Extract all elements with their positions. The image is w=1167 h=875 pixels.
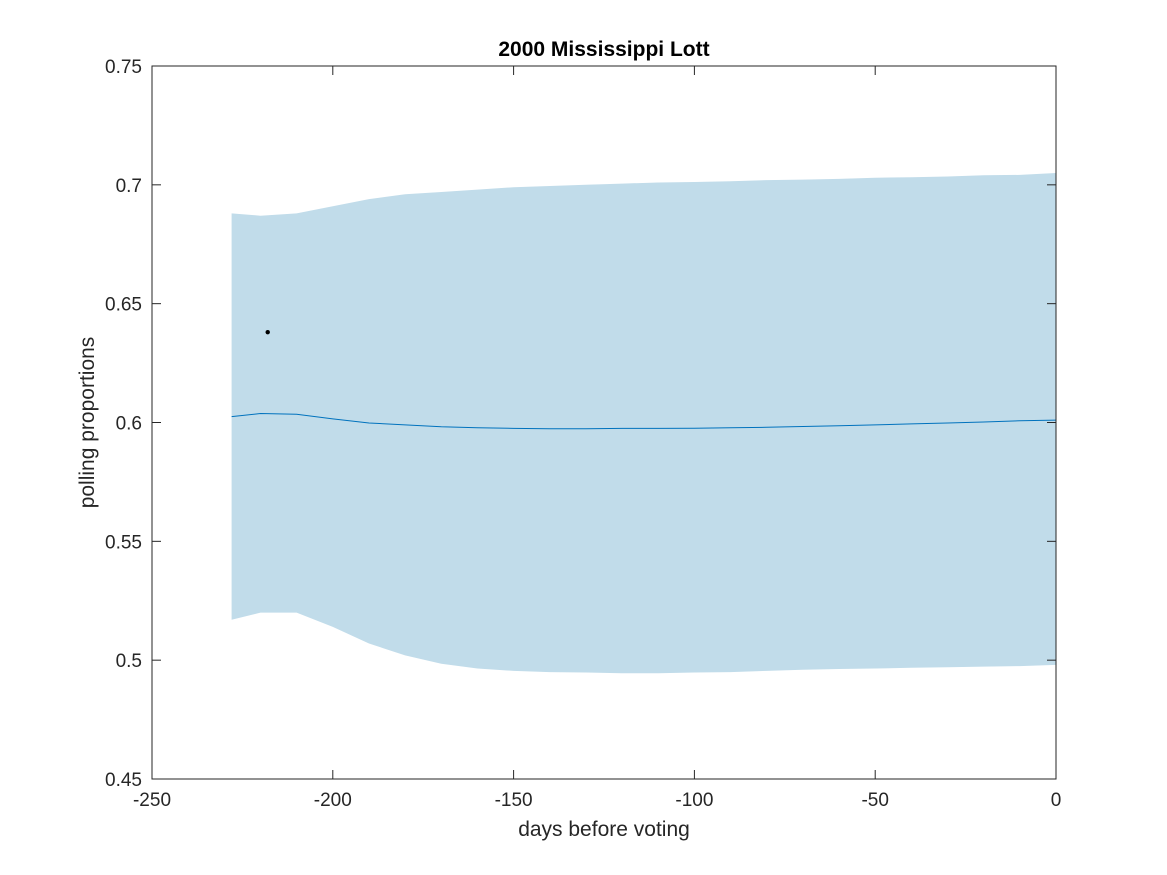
- y-tick-label: 0.55: [105, 532, 142, 553]
- y-tick-label: 0.65: [105, 295, 142, 316]
- ticks-layer: [151, 65, 1057, 780]
- x-axis-title: days before voting: [518, 818, 690, 841]
- x-tick-label: -250: [133, 790, 171, 811]
- series-layer: [231, 412, 1057, 430]
- y-tick-label: 0.45: [105, 770, 142, 791]
- x-tick-label: -150: [495, 790, 533, 811]
- points-layer: [265, 329, 270, 335]
- y-tick-label: 0.6: [116, 414, 142, 435]
- x-tick-label: -50: [861, 790, 888, 811]
- tick-labels-layer: -250 -200 -150 -100 -50 0 0.45 0.5 0.55 0.6 0.65 0.…: [105, 57, 1061, 811]
- y-tick-label: 0.7: [116, 176, 142, 197]
- confidence-band-layer: [231, 173, 1057, 674]
- y-tick-label: 0.5: [116, 651, 142, 672]
- y-axis-title: polling proportions: [76, 337, 99, 509]
- confidence-band: [231, 173, 1057, 674]
- x-tick-label: -200: [314, 790, 352, 811]
- chart-title: 2000 Mississippi Lott: [498, 38, 709, 61]
- x-tick-label: 0: [1051, 790, 1062, 811]
- series-line-0: [231, 412, 1057, 430]
- y-tick-label: 0.75: [105, 57, 142, 78]
- data-point-0: [265, 329, 270, 335]
- x-tick-label: -100: [675, 790, 713, 811]
